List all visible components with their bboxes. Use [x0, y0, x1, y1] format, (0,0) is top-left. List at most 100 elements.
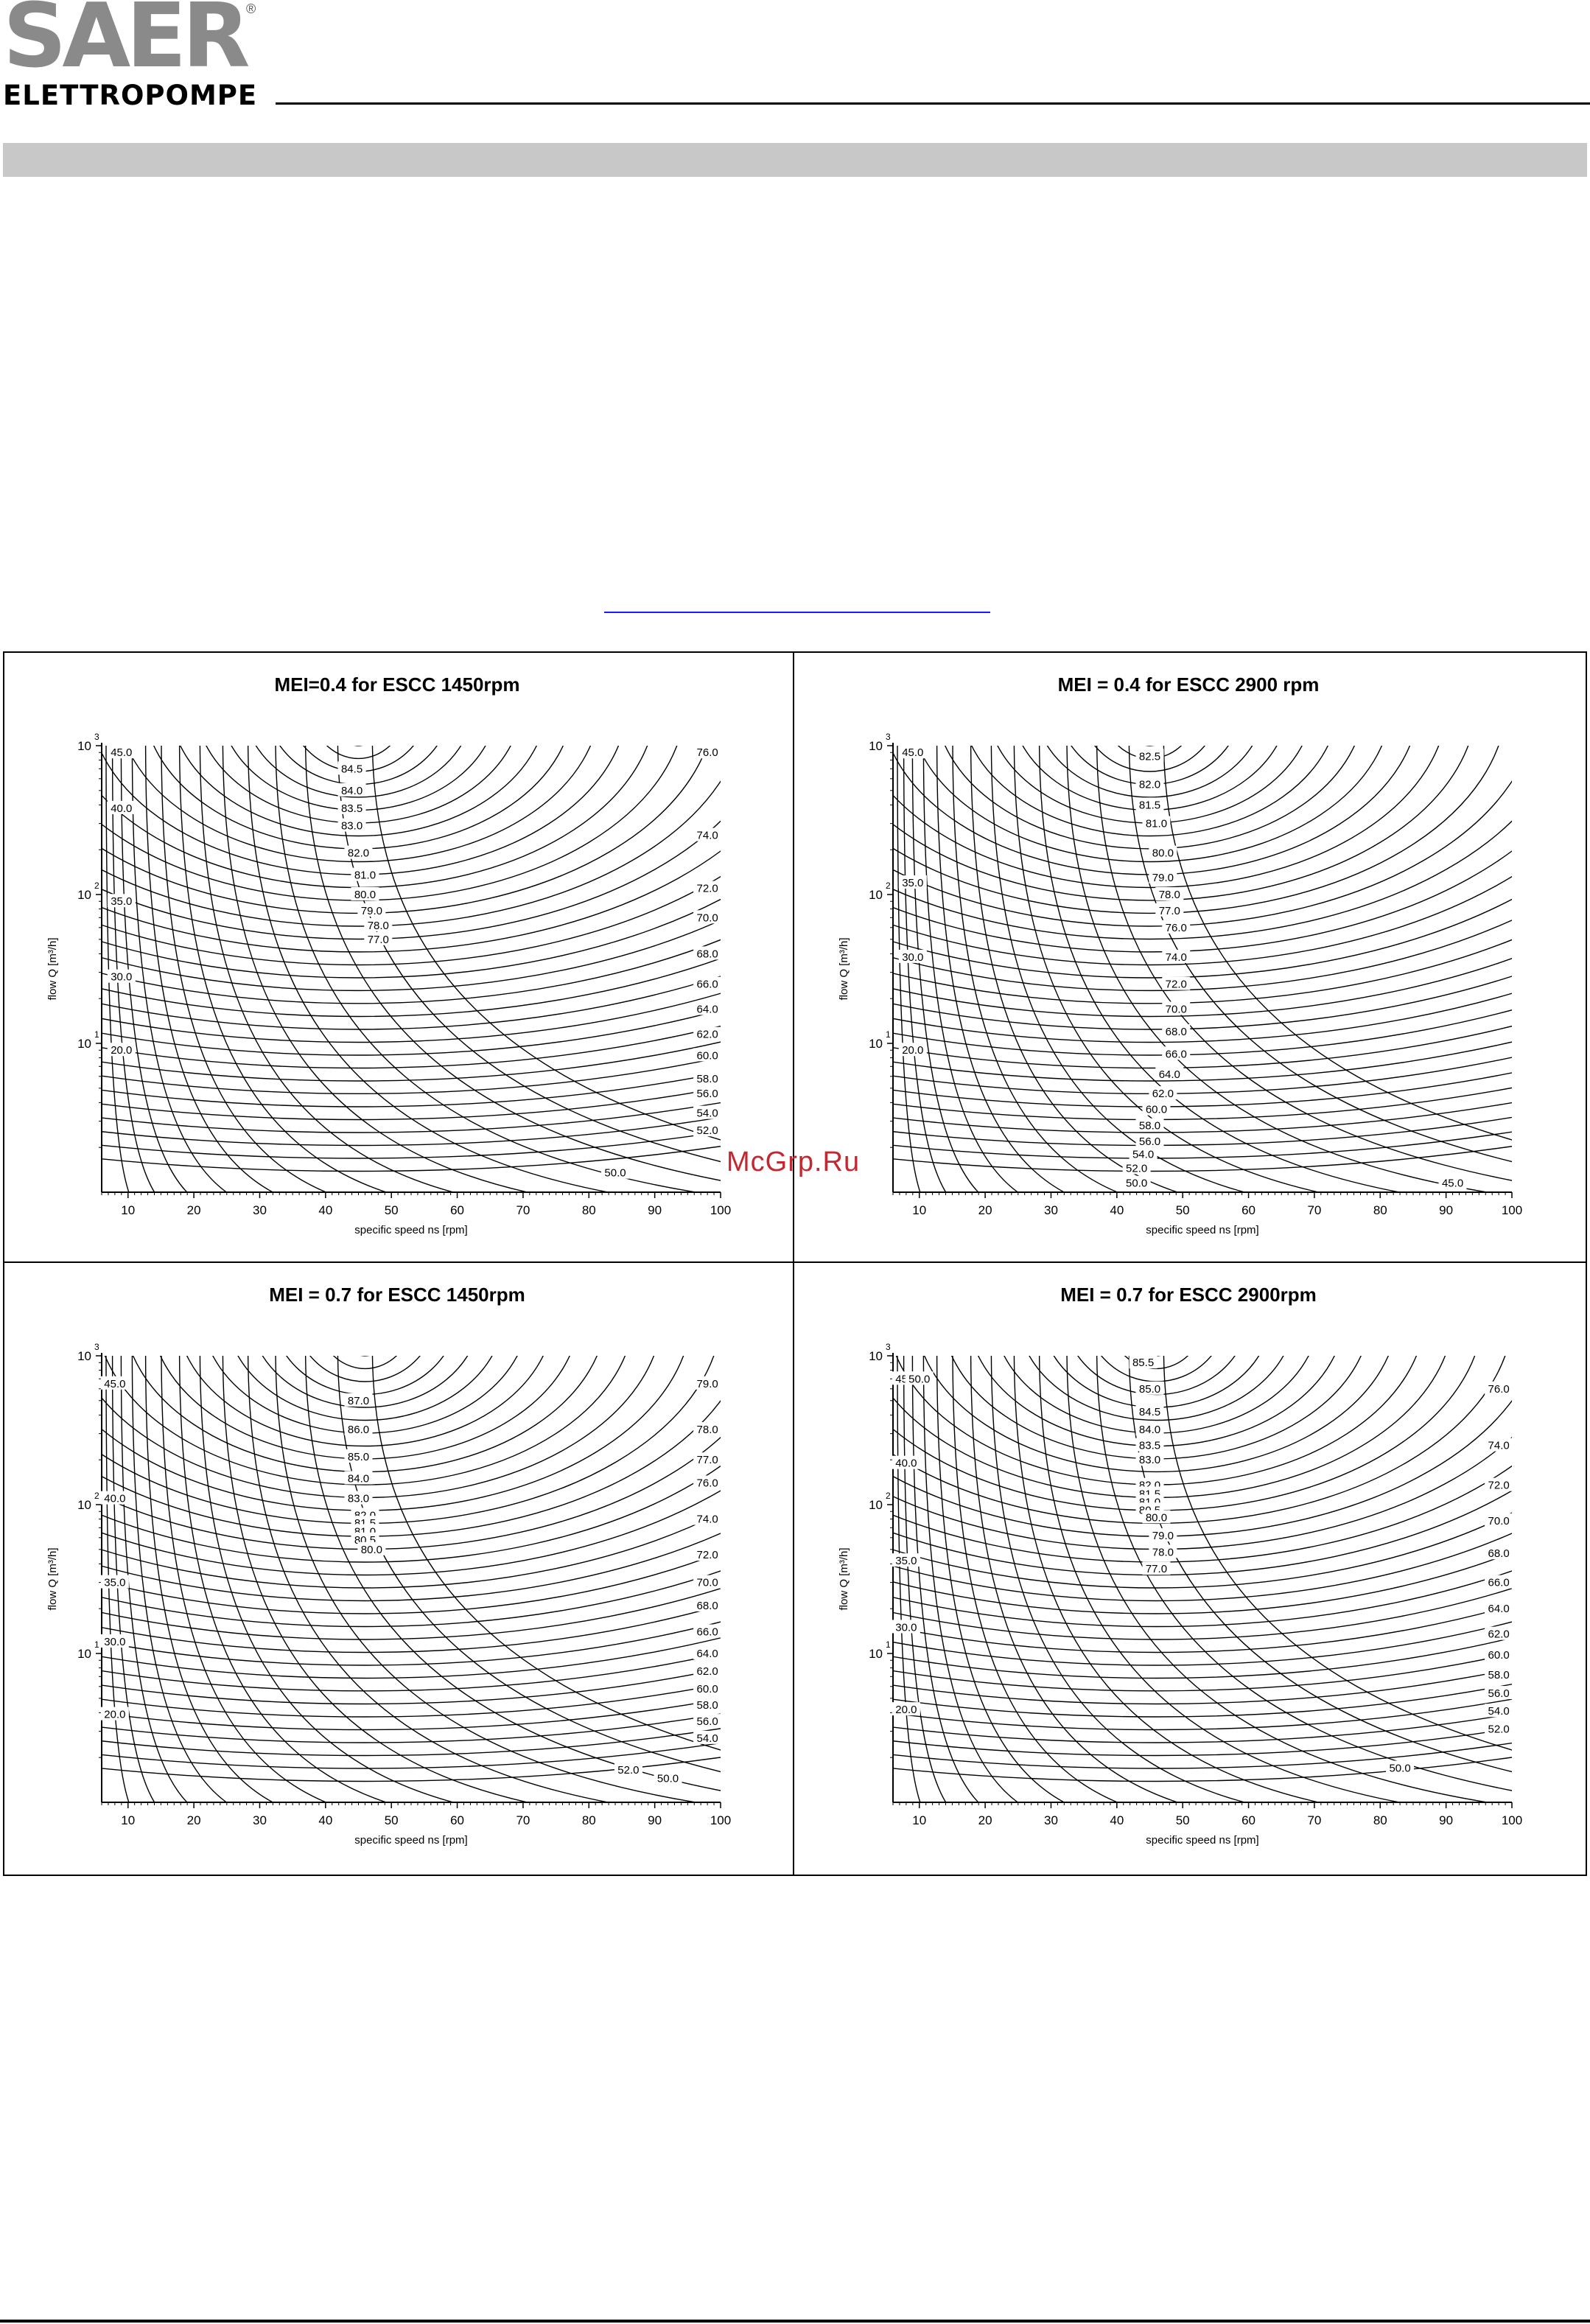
contour-label: 45.0 [902, 746, 923, 759]
x-tick-label: 100 [1502, 1203, 1522, 1217]
contour-label: 66.0 [697, 979, 718, 991]
contour-label-bg [1122, 1161, 1151, 1175]
x-tick-label: 10 [121, 1813, 135, 1827]
contour-label: 85.0 [1139, 1383, 1160, 1396]
contour-line [178, 746, 388, 1192]
contour-line [893, 919, 1512, 991]
contour-label-bg [107, 894, 136, 908]
contour-line [893, 1570, 1512, 1628]
contour-line [102, 1056, 721, 1094]
contour-label: 84.5 [341, 763, 363, 775]
contour-label: 77.0 [1146, 1563, 1167, 1575]
contour-label: 58.0 [697, 1699, 718, 1712]
contour-line [222, 746, 530, 1192]
x-tick-label: 40 [1110, 1813, 1124, 1827]
contour-label: 83.5 [341, 802, 363, 815]
contour-label-bg [344, 845, 373, 859]
y-tick-label: 10 [77, 1647, 91, 1661]
contour-label-bg [1122, 1175, 1151, 1189]
contour-label: 64.0 [1159, 1068, 1180, 1081]
contour-label: 76.0 [697, 746, 718, 759]
contour-label: 66.0 [697, 1625, 718, 1638]
y-tick-label: 10 [869, 1037, 883, 1051]
contour-label-bg [1142, 1102, 1171, 1116]
contour-label: 58.0 [1139, 1120, 1160, 1133]
contour-label-bg [1485, 1546, 1513, 1560]
contour-label: 62.0 [697, 1029, 718, 1041]
chart-title: MEI = 0.7 for ESCC 1450rpm [269, 1284, 525, 1306]
contour-label-bg [1155, 887, 1184, 900]
contour-label-bg [1135, 1421, 1164, 1435]
contour-label: 66.0 [1166, 1048, 1187, 1060]
contour-line [102, 1465, 721, 1563]
contour-line [893, 1040, 1512, 1082]
contour-label-bg [614, 1763, 642, 1777]
contour-line [936, 1356, 1065, 1802]
contour-line [893, 1742, 1512, 1769]
contour-label: 82.0 [348, 847, 369, 860]
contour-line [893, 1587, 1512, 1640]
contour-line [893, 1490, 1512, 1576]
contour-line [360, 1356, 370, 1357]
contour-label-bg [1485, 1513, 1513, 1527]
contour-label: 76.0 [1166, 922, 1187, 934]
contour-line [102, 1653, 721, 1692]
y-tick-exponent: 2 [94, 881, 99, 891]
contour-line [1094, 746, 1205, 772]
x-tick-label: 50 [385, 1813, 399, 1827]
contour-line [305, 1356, 721, 1791]
contour-label: 81.0 [354, 869, 376, 882]
contour-label-bg [1485, 1438, 1513, 1452]
contour-label-bg [1386, 1760, 1415, 1774]
contour-line [111, 1356, 155, 1802]
frame-vertical-divider [793, 651, 794, 1876]
contour-label: 30.0 [104, 1636, 125, 1648]
y-tick-exponent: 3 [94, 732, 99, 742]
x-tick-label: 60 [450, 1813, 464, 1827]
contour-line [102, 780, 721, 927]
contour-label: 70.0 [697, 911, 718, 924]
contour-label-bg [1485, 1477, 1513, 1491]
contour-label-bg [1142, 1561, 1171, 1575]
contour-label-bg [100, 1575, 129, 1589]
contour-label-bg [344, 1449, 373, 1463]
contour-label: 70.0 [697, 1577, 718, 1589]
contour-line [102, 1071, 721, 1107]
contour-label: 30.0 [111, 971, 132, 984]
chart-title: MEI = 0.4 for ESCC 2900 rpm [1058, 673, 1320, 696]
contour-label: 74.0 [1488, 1440, 1510, 1452]
contour-label-bg [1485, 1667, 1513, 1681]
contour-label: 72.0 [1166, 979, 1187, 991]
contour-line [102, 1130, 721, 1159]
x-tick-label: 40 [1110, 1203, 1124, 1217]
y-axis-label: flow Q [m³/h] [838, 1547, 850, 1610]
contour-label-bg [107, 800, 136, 814]
contour-line [329, 701, 388, 746]
contour-label-bg [1485, 1381, 1513, 1395]
contour-label-bg [892, 1455, 920, 1469]
contour-label-bg [693, 1681, 722, 1695]
contour-label-bg [898, 875, 927, 889]
contour-line [1096, 746, 1512, 1181]
mei-chart-0.4-2900: MEI = 0.4 for ESCC 2900 rpm 10 20 30 40 50 60 7… [794, 653, 1583, 1261]
contour-line [1029, 1356, 1284, 1421]
contour-label: 54.0 [1488, 1705, 1510, 1718]
x-tick-label: 70 [516, 1203, 530, 1217]
contour-line [1128, 746, 1512, 1163]
contour-line [102, 919, 721, 991]
hyperlink-underline[interactable] [604, 612, 990, 613]
contour-line [102, 1742, 721, 1769]
y-tick-exponent: 1 [886, 1029, 891, 1040]
contour-label: 30.0 [895, 1621, 917, 1634]
y-tick-exponent: 2 [94, 1491, 99, 1501]
contour-label: 78.0 [697, 1424, 718, 1436]
x-tick-label: 100 [710, 1203, 731, 1217]
contour-line [102, 1757, 721, 1782]
contour-label: 60.0 [1488, 1649, 1510, 1662]
contour-label-bg [693, 1624, 722, 1638]
contour-line [952, 746, 1119, 1192]
contour-line [911, 746, 979, 1192]
contour-label-bg [905, 1371, 934, 1385]
contour-line [971, 746, 1328, 837]
contour-label-bg [1129, 1147, 1158, 1161]
